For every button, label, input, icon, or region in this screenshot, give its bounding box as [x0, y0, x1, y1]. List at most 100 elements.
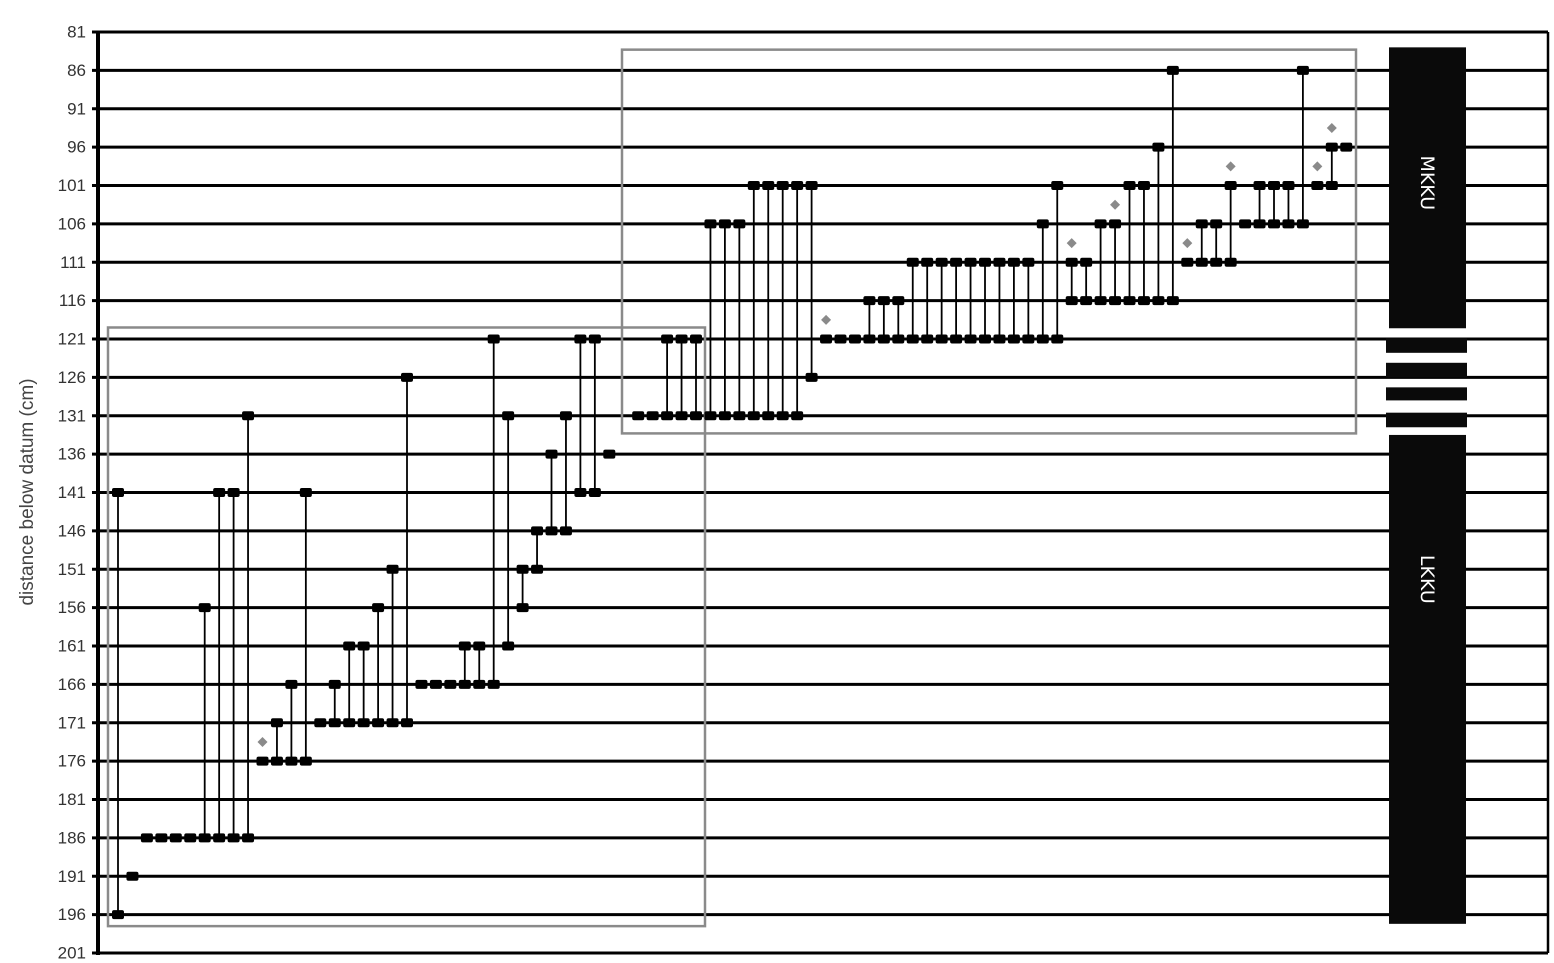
unit-block	[1386, 387, 1467, 401]
y-tick-label: 166	[58, 675, 86, 694]
y-tick-label: 176	[58, 752, 86, 771]
highlight-box	[620, 48, 1358, 435]
range-marker	[545, 449, 558, 459]
range-marker	[531, 564, 544, 574]
range-marker	[1109, 296, 1122, 306]
range-marker	[935, 257, 948, 267]
y-tick-label: 181	[58, 790, 86, 809]
range-marker	[1137, 181, 1150, 190]
range-marker	[1296, 219, 1309, 229]
y-tick-label: 86	[67, 61, 86, 80]
range-marker	[791, 411, 804, 421]
range-marker	[1224, 181, 1237, 190]
range-marker	[1166, 65, 1179, 75]
range-marker	[531, 526, 544, 536]
y-tick-label: 111	[60, 253, 86, 272]
range-marker	[559, 411, 572, 421]
range-marker	[1123, 181, 1136, 190]
outlier-diamond	[1326, 122, 1337, 133]
range-marker	[1311, 181, 1324, 190]
outlier-diamond	[1225, 161, 1236, 172]
y-tick-label: 96	[67, 138, 86, 157]
range-marker	[227, 833, 240, 843]
range-marker	[372, 603, 385, 613]
range-marker	[155, 833, 168, 843]
range-marker	[270, 756, 283, 766]
range-marker	[1094, 219, 1107, 229]
range-marker	[762, 181, 775, 190]
range-marker	[877, 334, 890, 344]
range-marker	[314, 718, 327, 728]
range-marker	[1325, 181, 1338, 190]
y-tick-label: 101	[58, 176, 86, 195]
y-tick-label: 121	[58, 330, 86, 349]
range-marker	[1123, 296, 1136, 306]
range-marker	[747, 181, 760, 190]
outlier-diamond	[1182, 238, 1193, 249]
range-marker	[733, 219, 746, 229]
range-marker	[718, 219, 731, 229]
range-marker	[213, 833, 226, 843]
range-marker	[574, 334, 587, 344]
y-tick-labels: 81 86 91 96 101 106 111 116 121 126 131 136 141 146 15…	[58, 23, 86, 963]
range-marker	[299, 488, 312, 497]
range-marker	[820, 334, 833, 344]
y-tick-label: 81	[67, 23, 86, 42]
range-marker	[386, 564, 399, 574]
range-marker	[112, 910, 124, 920]
range-marker	[516, 603, 529, 613]
range-marker	[632, 411, 645, 421]
range-marker	[256, 756, 269, 766]
range-marker	[704, 219, 717, 229]
unit-block	[1386, 338, 1467, 353]
range-marker	[574, 488, 587, 497]
plot-frame	[96, 32, 1550, 955]
y-tick-label: 136	[58, 445, 86, 464]
range-marker	[1152, 296, 1165, 306]
range-marker	[690, 334, 702, 344]
sample-ranges	[112, 65, 1353, 920]
y-tick-label: 161	[58, 637, 86, 656]
range-marker	[1224, 257, 1237, 267]
range-marker	[776, 411, 789, 421]
range-marker	[733, 411, 746, 421]
range-marker	[1340, 142, 1353, 152]
range-marker	[343, 641, 356, 651]
range-marker	[1007, 257, 1020, 267]
range-marker	[921, 257, 934, 267]
range-marker	[603, 449, 616, 459]
range-marker	[1253, 181, 1266, 190]
range-marker	[1296, 65, 1309, 75]
range-marker	[906, 257, 919, 267]
range-marker	[1166, 296, 1179, 306]
range-marker	[1094, 296, 1107, 306]
range-marker	[791, 181, 804, 190]
range-marker	[401, 372, 413, 382]
range-marker	[1080, 257, 1093, 267]
range-marker	[1036, 334, 1049, 344]
range-marker	[1007, 334, 1020, 344]
y-tick-label: 126	[58, 368, 86, 387]
range-marker	[950, 257, 963, 267]
y-tick-label: 106	[58, 214, 86, 233]
range-marker	[863, 296, 876, 306]
range-marker	[559, 526, 572, 536]
range-marker	[675, 334, 688, 344]
range-marker	[921, 334, 934, 344]
range-marker	[877, 296, 890, 306]
highlight-box	[106, 326, 707, 928]
range-marker	[386, 718, 399, 728]
range-marker	[429, 679, 442, 689]
range-marker	[169, 833, 182, 843]
range-marker	[964, 334, 977, 344]
y-tick-label: 201	[58, 944, 86, 963]
range-marker	[198, 603, 211, 613]
highlight-boxes	[106, 48, 1358, 928]
range-marker	[1137, 296, 1150, 306]
range-marker	[718, 411, 731, 421]
range-marker	[198, 833, 211, 843]
range-marker	[762, 411, 775, 421]
range-marker	[1065, 257, 1078, 267]
range-marker	[993, 257, 1006, 267]
unit-column: MKKU LKKU	[1386, 47, 1467, 924]
